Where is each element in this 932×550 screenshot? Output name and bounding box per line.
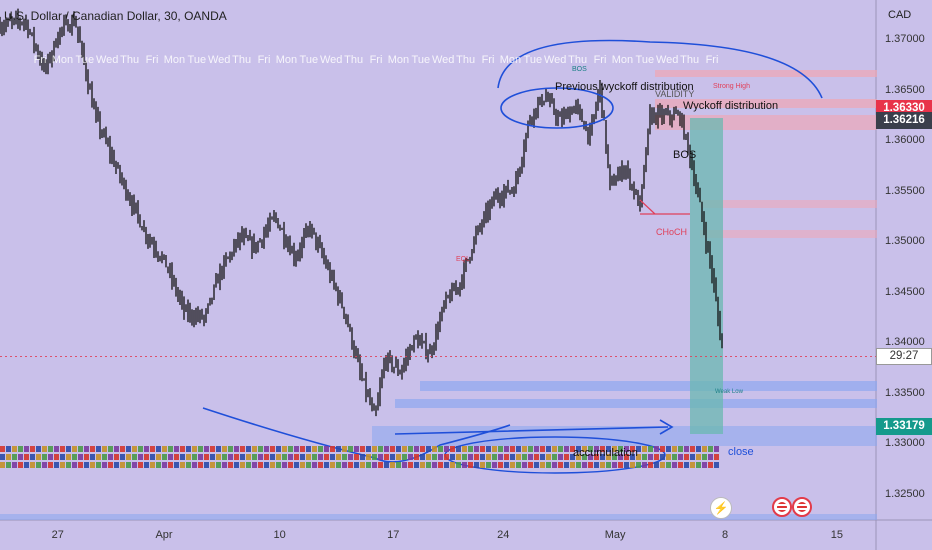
weekday-label: Fri	[145, 54, 159, 66]
weekday-label: Thu	[232, 54, 252, 66]
weekday-label: Wed	[95, 54, 119, 66]
time-tick: 8	[722, 529, 729, 541]
time-tick: 24	[497, 529, 510, 541]
price-tick: 1.32500	[885, 487, 925, 500]
countdown-tag: 29:27	[876, 348, 932, 366]
zone-4	[700, 230, 877, 238]
weekday-label: Fri	[705, 54, 719, 66]
candles	[0, 8, 723, 417]
accumulation-label: accumulation	[573, 447, 638, 459]
price-tick: 1.34500	[885, 285, 925, 298]
weekday-label: Fri	[257, 54, 271, 66]
projection-box	[690, 118, 723, 434]
zone-1	[655, 99, 877, 108]
time-tick: 17	[387, 529, 400, 541]
price-tag: 1.33179	[876, 418, 932, 436]
zone-0	[655, 70, 877, 77]
price-tick: 1.34000	[885, 336, 925, 349]
us-flag-event-icon-2[interactable]	[792, 497, 812, 517]
weekday-label: Wed	[431, 54, 455, 66]
weekday-label: Fri	[593, 54, 607, 66]
weekday-label: Wed	[655, 54, 679, 66]
weekday-label: Thu	[680, 54, 700, 66]
weekday-label: Tue	[635, 54, 655, 66]
weekday-label: Tue	[187, 54, 207, 66]
weekday-label: Tue	[523, 54, 543, 66]
weekday-label: Mon	[499, 54, 522, 66]
weekday-label: Thu	[568, 54, 588, 66]
price-tick: 1.37000	[885, 33, 925, 46]
strong-high-label: Strong High	[713, 83, 750, 90]
price-tick: 1.36000	[885, 134, 925, 147]
weekday-label: Tue	[411, 54, 431, 66]
time-tick: Apr	[155, 529, 173, 541]
flash-button[interactable]: ⚡	[710, 497, 732, 519]
price-tick: 1.33500	[885, 386, 925, 399]
us-flag-event-icon[interactable]	[772, 497, 792, 517]
weekday-label: Fri	[481, 54, 495, 66]
weekday-label: Fri	[369, 54, 383, 66]
time-tick: 10	[273, 529, 286, 541]
validity-label: VALIDITY	[655, 89, 695, 99]
zone-8	[0, 514, 877, 520]
time-tick: 15	[830, 529, 844, 541]
price-tag: 1.36216	[876, 111, 932, 129]
close-label: close	[728, 446, 754, 458]
weekday-label: Mon	[387, 54, 410, 66]
drawing-ellipse	[500, 87, 614, 129]
currency-label: CAD	[888, 9, 912, 21]
zone-2	[655, 115, 877, 130]
bos-label-1: BOS	[572, 66, 587, 73]
weekday-label: Wed	[543, 54, 567, 66]
drawing-arc	[497, 39, 823, 99]
eql-label: EQL	[456, 256, 471, 263]
weekday-label: Wed	[319, 54, 343, 66]
symbol-title[interactable]: U.S. Dollar / Canadian Dollar, 30, OANDA	[4, 9, 227, 23]
weekday-label: Thu	[120, 54, 140, 66]
price-tick: 1.33000	[885, 437, 925, 450]
weekday-label: Tue	[75, 54, 95, 66]
price-tick: 1.35500	[885, 184, 925, 197]
weekday-label: Mon	[51, 54, 74, 66]
time-tick: May	[604, 529, 626, 541]
weekday-label: Fri	[33, 54, 47, 66]
weekday-label: Mon	[163, 54, 186, 66]
zone-5	[420, 381, 877, 391]
weekday-label: Thu	[456, 54, 476, 66]
bos-label-2: BOS	[673, 149, 697, 161]
wyckoff-distribution-label: Wyckoff distribution	[683, 100, 779, 112]
time-tick: 27	[51, 529, 64, 541]
drawing-curve	[202, 407, 511, 463]
weekday-label: Mon	[275, 54, 298, 66]
weekday-label: Tue	[299, 54, 319, 66]
choch-label: CHoCH	[656, 227, 688, 237]
zone-6	[395, 399, 877, 408]
weekday-label: Thu	[344, 54, 364, 66]
previous-wyckoff-label: Previous wyckoff distribution	[555, 81, 694, 93]
zone-3	[700, 200, 877, 208]
weekday-label: Wed	[207, 54, 231, 66]
drawing-arrow	[394, 419, 674, 435]
weekday-label: Mon	[611, 54, 634, 66]
price-tick: 1.35000	[885, 235, 925, 248]
choch-line	[639, 199, 690, 215]
price-tick: 1.36500	[885, 83, 925, 96]
weak-low-label: Weak Low	[715, 389, 743, 395]
